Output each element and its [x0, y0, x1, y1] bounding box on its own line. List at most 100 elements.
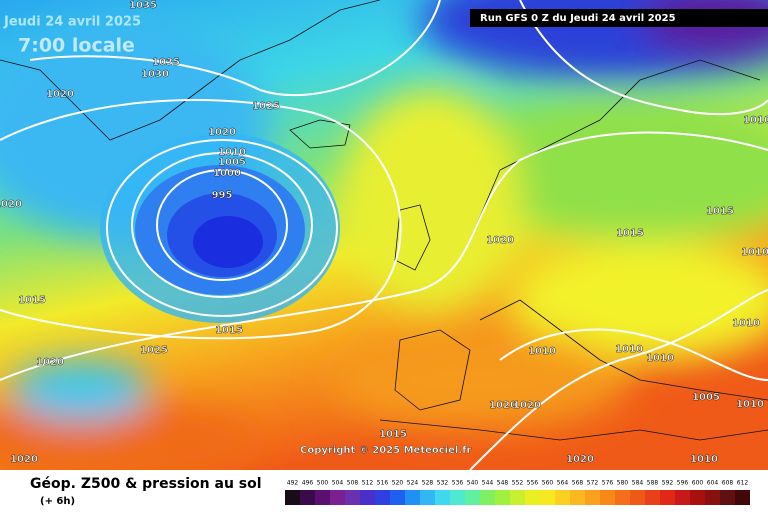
isobar-label: 1020 — [36, 357, 64, 368]
legend-swatch — [690, 490, 705, 505]
legend-swatch — [705, 490, 720, 505]
legend-label: 500 — [317, 480, 329, 487]
legend-swatch — [735, 490, 750, 505]
legend-swatch — [315, 490, 330, 505]
legend-label: 580 — [617, 480, 629, 487]
legend-swatch — [420, 490, 435, 505]
isobar-label: 1010 — [743, 115, 768, 126]
copyright: Copyright © 2025 Meteociel.fr — [300, 445, 471, 456]
isobar-label: 1020 — [208, 127, 236, 138]
isobar-label: 1010 — [732, 318, 760, 329]
legend-label: 528 — [422, 480, 434, 487]
isobar-label: 1000 — [213, 168, 241, 179]
local-time: 7:00 locale — [18, 35, 135, 57]
isobar-label: 1015 — [215, 325, 243, 336]
coastlines — [0, 0, 768, 441]
legend-label: 596 — [677, 480, 689, 487]
isobar-label: 995 — [212, 190, 233, 201]
legend-label: 536 — [452, 480, 464, 487]
legend-swatch — [300, 490, 315, 505]
legend-label: 552 — [512, 480, 524, 487]
legend-label: 568 — [572, 480, 584, 487]
legend-label: 588 — [647, 480, 659, 487]
legend-label: 504 — [332, 480, 344, 487]
legend-label: 548 — [497, 480, 509, 487]
legend-label: 612 — [737, 480, 749, 487]
isobar-label: 1010 — [528, 346, 556, 357]
footer-title: Géop. Z500 & pression au sol — [30, 476, 262, 492]
legend-label: 592 — [662, 480, 674, 487]
footer-subtitle: (+ 6h) — [40, 496, 75, 507]
legend-label: 524 — [407, 480, 419, 487]
legend-swatch — [555, 490, 570, 505]
legend-swatch — [435, 490, 450, 505]
date: Jeudi 24 avril 2025 — [3, 15, 141, 30]
isobar-label: 1010 — [646, 353, 674, 364]
legend-swatch — [570, 490, 585, 505]
legend-label: 516 — [377, 480, 389, 487]
isobar-label: 1010 — [615, 344, 643, 355]
legend-label: 512 — [362, 480, 374, 487]
legend-swatch — [285, 490, 300, 505]
legend-swatch — [525, 490, 540, 505]
isobar-label: 1010 — [736, 399, 764, 410]
legend-label: 564 — [557, 480, 569, 487]
isobar-label: 1015 — [616, 228, 644, 239]
isobar-label: 1020 — [489, 400, 517, 411]
legend-label: 584 — [632, 480, 644, 487]
legend-swatch — [465, 490, 480, 505]
legend-swatch — [330, 490, 345, 505]
legend-label: 556 — [527, 480, 539, 487]
field — [0, 0, 768, 480]
legend-swatch — [450, 490, 465, 505]
isobar-label: 1020 — [566, 454, 594, 465]
legend-label: 604 — [707, 480, 719, 487]
legend-label: 532 — [437, 480, 449, 487]
legend-label: 600 — [692, 480, 704, 487]
legend-swatch — [600, 490, 615, 505]
isobar-lines — [0, 0, 768, 470]
isobar-label: 1035 — [129, 0, 157, 11]
isobar-label: 1035 — [152, 57, 180, 68]
isobar-label: 1020 — [486, 235, 514, 246]
legend-swatch — [345, 490, 360, 505]
legend-swatch — [660, 490, 675, 505]
legend-label: 572 — [587, 480, 599, 487]
legend-swatch — [375, 490, 390, 505]
isobar-label: 1015 — [706, 206, 734, 217]
run-label: Run GFS 0 Z du Jeudi 24 avril 2025 — [480, 13, 676, 24]
isobar-label: 1030 — [141, 69, 169, 80]
legend-swatch — [540, 490, 555, 505]
legend-label: 576 — [602, 480, 614, 487]
legend-label: 508 — [347, 480, 359, 487]
legend-swatch — [630, 490, 645, 505]
legend-label: 544 — [482, 480, 494, 487]
isobar-label: 1025 — [252, 101, 280, 112]
isobar-label: 1005 — [692, 392, 720, 403]
isobar-label: 1020 — [513, 400, 541, 411]
legend-swatch — [480, 490, 495, 505]
legend-label: 540 — [467, 480, 479, 487]
isobar-label: 1015 — [379, 429, 407, 440]
legend-swatch — [585, 490, 600, 505]
legend-swatch — [495, 490, 510, 505]
isobar-label: 1020 — [0, 199, 22, 210]
isobar-label: 1010 — [218, 147, 246, 158]
legend-label: 608 — [722, 480, 734, 487]
isobar-label: 1020 — [46, 89, 74, 100]
isobar-label: 1015 — [18, 295, 46, 306]
legend-label: 520 — [392, 480, 404, 487]
legend-swatch — [360, 490, 375, 505]
isobar-label: 1020 — [10, 454, 38, 465]
legend-label: 492 — [287, 480, 299, 487]
isobar-label: 1010 — [741, 247, 768, 258]
legend-label: 560 — [542, 480, 554, 487]
legend-swatch — [645, 490, 660, 505]
run-box — [470, 9, 768, 27]
legend-swatch — [615, 490, 630, 505]
legend-swatch — [675, 490, 690, 505]
legend-label: 496 — [302, 480, 314, 487]
legend-swatch — [405, 490, 420, 505]
isobar-label: 1010 — [690, 454, 718, 465]
